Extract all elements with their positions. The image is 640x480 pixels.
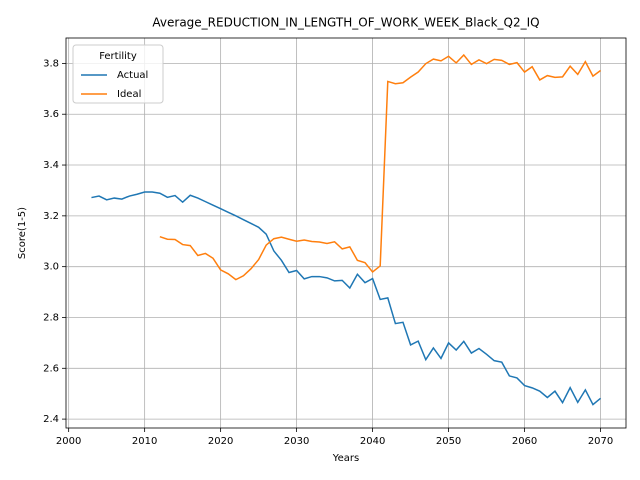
legend-box [72, 44, 164, 104]
chart-title: Average_REDUCTION_IN_LENGTH_OF_WORK_WEEK… [152, 16, 539, 30]
x-tick-label: 2070 [588, 436, 613, 447]
data-line [91, 191, 602, 406]
y-tick-label: 2.4 [43, 414, 59, 425]
x-tick-label: 2030 [284, 436, 309, 447]
y-tick-label: 3.0 [43, 262, 59, 273]
x-tick-label: 2000 [56, 436, 81, 447]
legend: Fertility Actual Ideal [72, 44, 164, 104]
data-line [159, 53, 601, 281]
x-tick-label: 2040 [360, 436, 385, 447]
x-axis-label: Years [332, 453, 359, 464]
y-tick-label: 3.6 [43, 109, 59, 120]
y-tick-label: 3.4 [43, 160, 59, 171]
x-tick-label: 2010 [132, 436, 157, 447]
x-tick-label: 2060 [512, 436, 537, 447]
legend-title: Fertility [99, 51, 137, 62]
plot-frame [65, 37, 627, 429]
y-tick-label: 3.2 [43, 211, 59, 222]
y-axis-label: Score(1-5) [17, 207, 28, 259]
legend-label: Actual [117, 70, 148, 81]
y-tick-label: 2.6 [43, 363, 59, 374]
legend-label: Ideal [117, 89, 141, 100]
x-tick-label: 2050 [436, 436, 461, 447]
x-tick-label: 2020 [208, 436, 233, 447]
y-tick-label: 2.8 [43, 312, 59, 323]
y-tick-label: 3.8 [43, 58, 59, 69]
